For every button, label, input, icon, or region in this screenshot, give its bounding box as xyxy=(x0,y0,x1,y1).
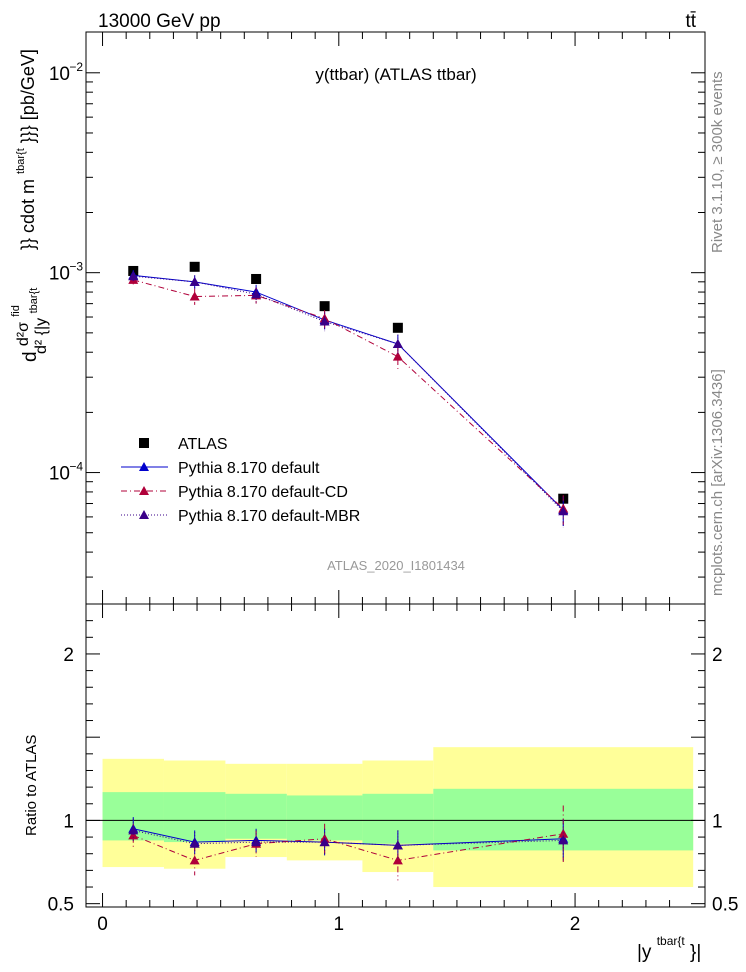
legend-entry: Pythia 8.170 default-CD xyxy=(121,484,348,501)
main-plot-title: y(ttbar) (ATLAS ttbar) xyxy=(315,65,476,84)
legend-label: Pythia 8.170 default xyxy=(178,460,320,477)
ylabel-tail-sup: tbar{t xyxy=(15,148,27,174)
x-tick-label: 1 xyxy=(334,914,345,935)
x-axis-label: |y tbar{t }| xyxy=(637,929,701,963)
ratio-y-tick-label: 0.5 xyxy=(48,895,74,916)
data-point-triangle xyxy=(189,276,200,286)
series-line xyxy=(133,279,564,510)
svg-text:d d²σ fid: d d²σ fid xyxy=(10,305,41,362)
ratio-y-tick-label: 2 xyxy=(63,645,74,666)
legend-label: Pythia 8.170 default-MBR xyxy=(178,508,360,525)
ratio-point xyxy=(189,838,200,848)
ratio-y-tick-label-right: 2 xyxy=(712,645,723,666)
ylabel-fid: fid xyxy=(10,305,22,317)
energy-label: 13000 GeV pp xyxy=(98,11,221,32)
y-tick-exponent: −3 xyxy=(69,260,83,274)
data-point-triangle xyxy=(392,351,403,361)
data-point-triangle xyxy=(251,289,262,299)
ratio-point xyxy=(558,835,569,845)
y-tick-label: 10 xyxy=(49,264,70,285)
data-point-atlas xyxy=(392,322,403,333)
rivet-label: Rivet 3.1.10, ≥ 300k events xyxy=(709,71,726,253)
legend: ATLAS Pythia 8.170 default Pythia 8.170 de… xyxy=(121,436,360,525)
ratio-point xyxy=(251,837,262,847)
legend-label: ATLAS xyxy=(178,436,228,453)
ratio-plot-panel: 0.5 0.5 1 1 2 2 0 1 2 xyxy=(48,603,738,935)
mcplots-label: mcplots.cern.ch [arXiv:1306.3436] xyxy=(709,369,726,596)
ratio-point xyxy=(128,825,139,835)
ratio-point xyxy=(392,840,403,850)
legend-marker xyxy=(139,510,149,519)
data-point-triangle xyxy=(558,506,569,516)
y-tick-mantissa: 10 xyxy=(49,464,70,485)
ratio-point xyxy=(392,855,403,865)
legend-marker xyxy=(139,462,149,471)
legend-entry: Pythia 8.170 default-MBR xyxy=(121,508,360,525)
ratio-y-tick-label-right: 0.5 xyxy=(712,895,738,916)
main-y-axis: 10−210−310−4 xyxy=(49,60,705,578)
y-tick-label: 10 xyxy=(49,464,70,485)
main-plot-marks xyxy=(102,32,671,604)
xlabel-main: |y xyxy=(637,942,652,963)
y-tick-mantissa: 10 xyxy=(49,264,70,285)
ratio-plot-marks xyxy=(86,747,705,888)
ratio-y-tick-label-right: 1 xyxy=(712,811,723,832)
series-pythia-8-170-default-mbr xyxy=(128,270,569,528)
ylabel-den-sup: tbar{t xyxy=(28,288,40,314)
ratio-y-tick-label: 1 xyxy=(63,811,74,832)
legend-label: Pythia 8.170 default-CD xyxy=(178,484,348,501)
svg-text:}} cdot m tbar{t }: }} cdot m tbar{t }}} [pb/GeV] xyxy=(8,49,38,250)
main-plot-panel: y(ttbar) (ATLAS ttbar) ATLAS_2020_I18014… xyxy=(49,31,706,605)
series-line xyxy=(133,275,564,512)
ratio-plot-frame xyxy=(85,603,706,908)
ratio-series-pythia-8-170-default-mbr xyxy=(128,818,569,861)
data-point-atlas xyxy=(251,273,262,284)
legend-marker xyxy=(139,486,149,495)
data-point-triangle xyxy=(319,316,330,326)
ratio-point xyxy=(319,837,330,847)
data-point-atlas xyxy=(189,261,200,272)
legend-marker xyxy=(139,438,149,448)
ratio-y-axis-label: Ratio to ATLAS xyxy=(23,735,40,836)
x-tick-label: 2 xyxy=(570,914,581,935)
ylabel-tail: }} cdot m xyxy=(18,179,38,250)
main-y-axis-label: d d²σ fid d² {|y tbar{t }} cdot m tbar{t… xyxy=(8,49,50,362)
data-point-triangle xyxy=(189,291,200,301)
ylabel-unit: }}} [pb/GeV] xyxy=(18,49,38,143)
process-label: tt̄ xyxy=(685,11,696,32)
ratio-point xyxy=(128,830,139,840)
xlabel-tail: }| xyxy=(690,942,701,963)
y-tick-mantissa: 10 xyxy=(49,64,70,85)
svg-text:d² {|y tbar{t: d² {|y tbar{t xyxy=(28,288,50,354)
y-tick-exponent: −4 xyxy=(69,460,83,474)
analysis-watermark: ATLAS_2020_I1801434 xyxy=(327,558,465,573)
data-point-triangle xyxy=(128,271,139,281)
xlabel-sup: tbar{t xyxy=(657,934,686,948)
ratio-point xyxy=(189,855,200,865)
data-point-atlas xyxy=(319,301,330,312)
y-tick-exponent: −2 xyxy=(69,60,83,74)
legend-entry: Pythia 8.170 default xyxy=(121,460,320,477)
svg-text:|y tbar{t }|: |y tbar{t }| xyxy=(637,929,701,963)
data-point-triangle xyxy=(392,338,403,348)
x-tick-label: 0 xyxy=(97,914,108,935)
ylabel-num: d²σ xyxy=(15,322,32,346)
ylabel-den: d² {|y xyxy=(33,318,50,354)
ratio-x-axis: 0 1 2 xyxy=(97,604,671,935)
legend-entry: ATLAS xyxy=(139,436,228,453)
ratio-y-axis: 0.5 0.5 1 1 2 2 xyxy=(48,620,738,916)
ratio-line xyxy=(133,833,564,861)
y-tick-label: 10 xyxy=(49,64,70,85)
ratio-line xyxy=(133,828,564,846)
ylabel-d: d xyxy=(20,351,41,362)
